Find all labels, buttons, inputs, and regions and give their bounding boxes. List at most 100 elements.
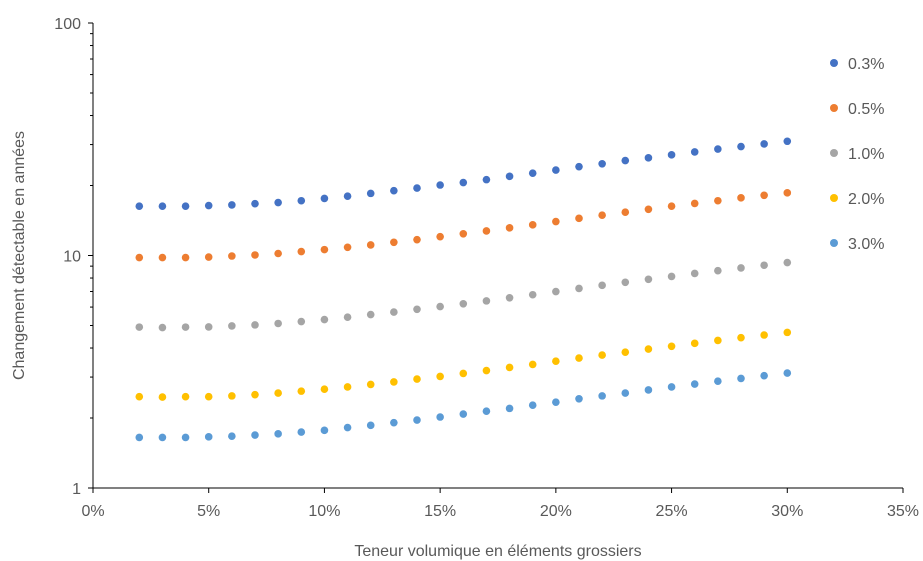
data-point (459, 410, 468, 418)
data-point (228, 432, 236, 441)
x-axis-ticks: 0% 5% 10% 15% 20% 25% 30% 35% (81, 488, 919, 520)
data-point (135, 253, 144, 262)
data-point (667, 202, 676, 210)
data-point (575, 214, 583, 223)
legend-label: 3.0% (848, 236, 884, 253)
data-point (135, 323, 144, 331)
data-point (690, 380, 699, 388)
data-point (320, 245, 329, 254)
data-point (413, 235, 421, 244)
data-point (644, 154, 653, 162)
data-point (690, 148, 699, 156)
data-point (390, 186, 398, 195)
data-point (505, 363, 514, 372)
data-point (459, 178, 468, 187)
data-point (760, 371, 768, 380)
data-point (228, 322, 236, 330)
legend-label: 0.3% (848, 56, 884, 73)
data-point (621, 278, 630, 287)
legend-marker (830, 59, 838, 67)
legend[interactable]: 0.3% 0.5% 1.0% 2.0% 3.0% (830, 56, 884, 253)
data-point (158, 253, 167, 262)
x-tick-label: 25% (656, 503, 688, 520)
data-point (482, 175, 491, 184)
data-point (204, 253, 213, 261)
data-point (575, 394, 583, 403)
data-point (621, 348, 630, 356)
data-point (413, 184, 421, 192)
data-point (783, 189, 792, 197)
data-points (135, 137, 792, 442)
data-point (552, 398, 560, 406)
data-point (204, 201, 213, 210)
data-point (158, 393, 167, 401)
data-point (528, 401, 537, 410)
y-tick-label: 100 (54, 16, 81, 33)
data-point (552, 217, 560, 226)
data-point (667, 383, 676, 391)
data-point (783, 258, 792, 267)
data-point (135, 202, 144, 210)
data-point (297, 196, 306, 205)
series-1 (135, 189, 792, 262)
legend-item[interactable]: 3.0% (830, 236, 884, 253)
data-point (158, 202, 167, 210)
data-point (760, 140, 768, 148)
data-point (366, 310, 375, 319)
data-point (413, 416, 421, 424)
data-point (575, 284, 583, 293)
data-point (644, 345, 653, 353)
data-point (181, 253, 190, 262)
data-point (413, 305, 421, 314)
data-point (505, 293, 514, 302)
y-axis-title: Changement détectable en années (11, 131, 28, 380)
data-point (366, 380, 375, 389)
data-point (482, 407, 491, 415)
legend-label: 0.5% (848, 101, 884, 118)
x-tick-label: 30% (771, 503, 803, 520)
data-point (552, 166, 560, 174)
data-point (644, 205, 653, 214)
data-point (644, 386, 653, 394)
data-point (644, 275, 653, 284)
data-point (528, 221, 537, 229)
data-point (436, 181, 444, 189)
data-point (320, 385, 329, 394)
data-point (575, 162, 583, 171)
data-point (598, 281, 606, 290)
data-point (297, 247, 306, 256)
data-point (366, 189, 375, 198)
data-point (459, 369, 468, 378)
data-point (204, 392, 213, 401)
legend-item[interactable]: 0.5% (830, 101, 884, 118)
legend-marker (830, 104, 838, 112)
data-point (690, 269, 699, 278)
data-point (343, 383, 352, 391)
data-point (297, 317, 306, 326)
data-point (552, 357, 560, 366)
data-point (135, 433, 144, 442)
data-point (459, 299, 468, 308)
data-point (320, 194, 329, 203)
data-point (390, 418, 398, 427)
legend-item[interactable]: 1.0% (830, 146, 884, 163)
data-point (274, 430, 282, 438)
data-point (667, 272, 676, 281)
data-point (204, 433, 213, 441)
data-point (737, 142, 745, 151)
data-point (343, 192, 352, 200)
data-point (343, 423, 352, 432)
data-point (390, 308, 398, 316)
data-point (251, 390, 259, 399)
data-point (436, 413, 444, 421)
data-point (297, 387, 306, 395)
data-point (760, 261, 768, 270)
legend-item[interactable]: 2.0% (830, 191, 884, 208)
data-point (274, 319, 282, 328)
data-point (598, 392, 606, 400)
data-point (690, 339, 699, 348)
x-tick-label: 0% (81, 503, 104, 520)
data-point (251, 431, 259, 439)
data-point (181, 323, 190, 331)
legend-item[interactable]: 0.3% (830, 56, 884, 73)
